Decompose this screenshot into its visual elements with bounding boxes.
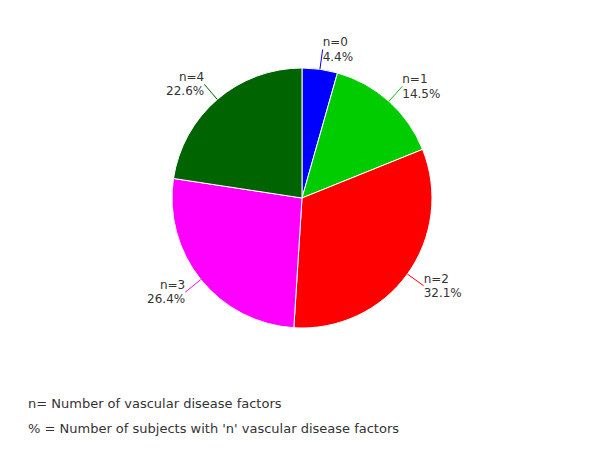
html-text:% = Number of subjects with 'n: % = Number of subjects with 'n' vascular… xyxy=(28,421,399,436)
svg-text:n=114.5%: n=114.5% xyxy=(402,72,440,100)
svg-text:n=422.6%: n=422.6% xyxy=(166,70,204,98)
html-text:n= Number of vascular disease: n= Number of vascular disease factors xyxy=(28,396,282,411)
svg-text:n=232.1%: n=232.1% xyxy=(424,272,462,300)
svg-text:n=04.4%: n=04.4% xyxy=(323,35,354,63)
svg-text:n=326.4%: n=326.4% xyxy=(147,278,185,306)
